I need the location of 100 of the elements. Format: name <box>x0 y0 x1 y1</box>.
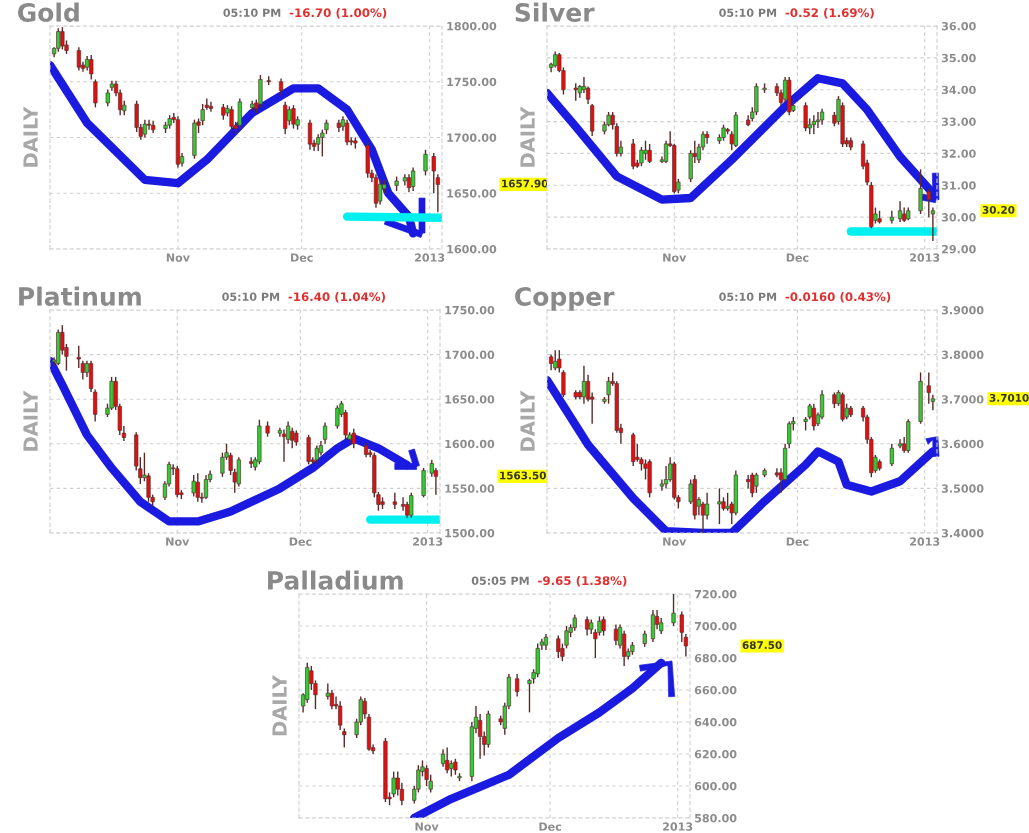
x-tick-label: Dec <box>291 253 313 262</box>
chart-title: Palladium <box>268 570 403 590</box>
y-tick-label: 660.00 <box>694 685 737 695</box>
text: -9.65 (1.38%) <box>538 575 627 587</box>
y-tick-label: 1650.00 <box>445 395 495 404</box>
y-tick-label: 3.8000 <box>941 350 984 359</box>
x-tick-label: 2013 <box>910 537 940 546</box>
candlestick <box>433 467 438 496</box>
x-tick-label: 2013 <box>910 253 940 262</box>
candlestick <box>208 101 214 113</box>
text: 05:10 PM <box>719 8 777 17</box>
candlestick <box>283 101 288 135</box>
candlestick <box>746 474 751 490</box>
candlestick <box>926 371 931 405</box>
candlestick <box>195 472 200 503</box>
candlestick <box>409 492 414 519</box>
text: -16.40 (1.04%) <box>288 292 385 303</box>
x-tick-label: Dec <box>786 537 809 546</box>
text: 05:10 PM <box>719 292 777 301</box>
y-axis-title: DAILY <box>23 390 38 451</box>
candlestick <box>561 369 566 398</box>
candlestick <box>431 152 436 194</box>
x-tick-label: Dec <box>289 537 312 546</box>
candlestick <box>601 615 606 637</box>
y-tick-label: 3.7000 <box>941 395 984 404</box>
y-tick-label: 580.00 <box>695 813 737 823</box>
y-tick-label: 35.00 <box>941 53 976 63</box>
candlestick <box>918 168 923 215</box>
candlestick <box>249 456 254 469</box>
candlestick <box>515 673 520 698</box>
y-tick-label: 680.00 <box>694 653 737 663</box>
candlestick <box>671 594 676 627</box>
y-tick-label: 1600.00 <box>447 244 497 254</box>
candlestick <box>342 727 347 749</box>
candlestick <box>146 118 152 131</box>
y-tick-label: 3.6000 <box>941 439 984 449</box>
candlestick <box>89 54 94 81</box>
candlestick <box>754 472 759 494</box>
text: -16.70 (1.00%) <box>289 8 387 19</box>
text: 30.20 <box>982 205 1015 214</box>
candlestick <box>679 610 684 643</box>
y-tick-label: 1500.00 <box>445 528 495 538</box>
candlestick <box>926 187 931 218</box>
candlestick <box>556 634 561 659</box>
candlestick <box>606 376 611 405</box>
chart-title: Silver <box>515 2 595 22</box>
candlestick <box>60 26 65 51</box>
candlestick <box>400 496 406 512</box>
y-tick-label: 1550.00 <box>445 484 495 493</box>
candlestick <box>203 474 209 500</box>
candlestick <box>643 139 648 161</box>
text: 3.7010 <box>989 393 1029 402</box>
candlestick <box>423 149 428 177</box>
y-tick-label: 1750.00 <box>447 77 497 87</box>
candlestick <box>557 349 562 374</box>
candlestick <box>889 443 894 467</box>
x-tick-label: Dec <box>539 822 561 831</box>
y-tick-label: 700.00 <box>694 621 737 631</box>
x-tick-label: Nov <box>663 537 687 546</box>
y-tick-label: 1650.00 <box>447 189 497 198</box>
text: -0.52 (1.69%) <box>785 8 874 19</box>
candlestick <box>56 27 61 53</box>
candlestick <box>93 78 98 109</box>
y-axis-title: DAILY <box>520 106 535 167</box>
y-tick-label: 3.4000 <box>941 528 984 538</box>
candlestick <box>647 143 652 164</box>
y-tick-label: 30.00 <box>941 213 976 222</box>
y-tick-label: 1750.00 <box>445 305 495 315</box>
y-tick-label: 1700.00 <box>447 133 497 142</box>
chart-title: Gold <box>17 2 79 22</box>
y-axis-title: DAILY <box>272 674 287 736</box>
y-axis-title: DAILY <box>520 390 535 451</box>
text: 1563.50 <box>500 471 546 480</box>
candlestick <box>392 492 397 510</box>
x-tick-label: Nov <box>166 253 190 262</box>
text: 05:05 PM <box>471 576 529 585</box>
candlestick <box>335 404 340 430</box>
y-tick-label: 600.00 <box>694 781 737 791</box>
x-tick-label: Nov <box>166 537 190 546</box>
x-tick-label: Nov <box>415 822 439 831</box>
candlestick <box>750 472 755 499</box>
x-tick-label: Dec <box>786 253 809 262</box>
candlestick <box>237 97 242 130</box>
text: 05:10 PM <box>222 292 280 301</box>
y-tick-label: 1600.00 <box>445 439 495 449</box>
y-tick-label: 3.5000 <box>941 484 984 493</box>
chart-title: Platinum <box>19 286 141 306</box>
x-tick-label: Nov <box>663 253 687 262</box>
candlestick <box>650 609 656 643</box>
text: -0.0160 (0.43%) <box>785 292 891 303</box>
y-tick-label: 34.00 <box>941 85 976 95</box>
y-tick-label: 1700.00 <box>445 350 495 359</box>
candlestick <box>705 492 710 521</box>
y-tick-label: 3.9000 <box>941 305 984 315</box>
candlestick <box>322 421 328 445</box>
candlestick <box>613 623 619 646</box>
y-tick-label: 31.00 <box>941 181 976 190</box>
y-tick-label: 29.00 <box>942 244 976 254</box>
y-tick-label: 1800.00 <box>447 21 497 31</box>
annotation: 1657.90 <box>502 179 548 188</box>
